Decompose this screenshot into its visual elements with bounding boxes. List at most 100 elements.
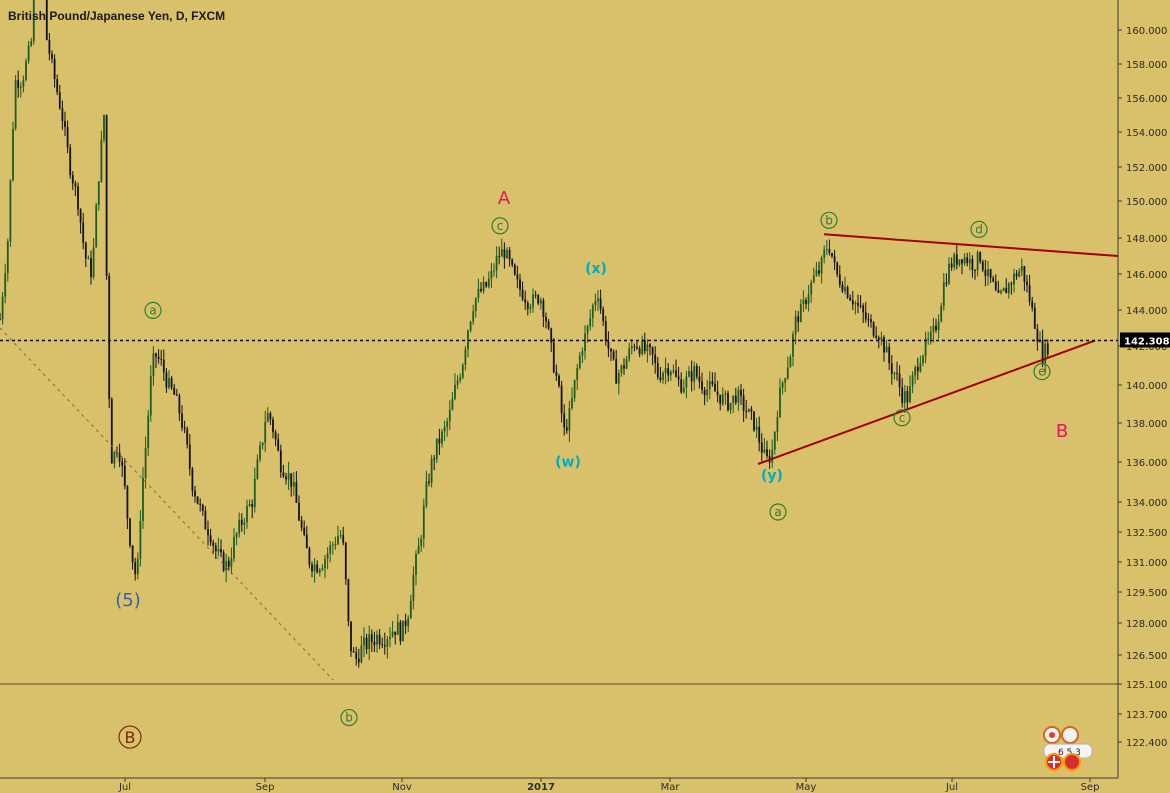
candle: [212, 539, 215, 555]
candle-body: [872, 322, 875, 336]
candle: [935, 318, 937, 333]
candle-body: [708, 381, 711, 390]
candle: [160, 349, 163, 366]
candle: [186, 426, 189, 449]
candle: [893, 371, 896, 380]
candle: [402, 620, 404, 642]
candle: [807, 284, 810, 312]
plot-area[interactable]: [0, 0, 1118, 778]
candle-body: [948, 263, 950, 284]
candle-body: [136, 558, 139, 575]
candle: [420, 534, 423, 553]
candle: [607, 331, 610, 358]
candle: [862, 303, 865, 324]
candle-body: [352, 651, 355, 653]
candle: [591, 303, 594, 328]
candle: [849, 294, 852, 301]
candle: [1031, 296, 1034, 312]
candle: [342, 526, 345, 546]
candle-body: [238, 519, 241, 534]
candle: [69, 143, 72, 179]
candle-body: [539, 300, 542, 304]
candle-body: [641, 340, 644, 355]
candle: [953, 252, 956, 271]
candle: [786, 356, 789, 381]
candle-body: [919, 363, 922, 372]
candle-body: [560, 385, 563, 414]
candle-body: [961, 259, 963, 264]
candle-body: [690, 371, 693, 382]
x-tick-label: Sep: [1081, 782, 1100, 793]
candle: [942, 272, 945, 311]
candle-body: [760, 442, 763, 453]
candle: [846, 285, 849, 300]
candle-body: [66, 126, 69, 148]
candle-body: [646, 344, 649, 352]
candle-body: [864, 312, 867, 320]
candle-body: [955, 254, 958, 265]
wave-label-d: d: [975, 222, 983, 236]
candle: [240, 513, 243, 532]
candle-body: [633, 346, 636, 348]
candle-body: [113, 452, 116, 464]
chart-title: British Pound/Japanese Yen, D, FXCM: [8, 9, 225, 23]
candle-body: [511, 259, 514, 265]
y-tick-label: 131.000: [1126, 558, 1167, 569]
candle: [841, 281, 844, 293]
candle: [636, 340, 638, 350]
candle: [503, 242, 506, 269]
last-price-label: 142.308: [1124, 336, 1170, 347]
candle-body: [443, 427, 446, 432]
candle-body: [994, 281, 997, 291]
candle-body: [880, 337, 883, 340]
candle-body: [334, 544, 337, 546]
candle: [961, 258, 963, 275]
candle: [121, 457, 124, 477]
candle-body: [945, 282, 948, 284]
candle-body: [415, 553, 417, 575]
candle: [584, 325, 586, 360]
candle: [300, 515, 303, 532]
candle-body: [155, 353, 157, 357]
indicator-badge[interactable]: 6 5 3: [1043, 726, 1093, 771]
candle: [373, 631, 376, 653]
candle: [131, 545, 134, 570]
candle-body: [776, 417, 779, 432]
candle: [456, 375, 459, 390]
candle: [407, 615, 410, 633]
candle: [220, 539, 222, 558]
candle-body: [654, 354, 657, 363]
wave-label-circle: [769, 503, 787, 521]
candle-body: [9, 180, 12, 242]
candle: [524, 290, 527, 310]
candle-body: [542, 300, 545, 317]
candle-body: [932, 325, 935, 332]
candle: [1015, 269, 1018, 280]
upper-triangle-line: [823, 233, 1119, 257]
candle-body: [121, 461, 124, 466]
candle-body: [968, 258, 971, 264]
candle: [633, 343, 636, 352]
candle-body: [643, 340, 646, 352]
candle-body: [64, 121, 66, 127]
candle: [394, 631, 397, 645]
x-tick-label: Jul: [945, 782, 958, 793]
candle-body: [456, 380, 459, 385]
candle: [207, 520, 209, 546]
candle-body: [4, 273, 7, 297]
candle: [272, 416, 274, 439]
candle-body: [526, 302, 529, 309]
candle-body: [84, 242, 87, 259]
candle-body: [620, 365, 623, 374]
candle-body: [1036, 328, 1039, 342]
candle-body: [204, 510, 207, 530]
candle-body: [597, 298, 599, 302]
candle: [994, 274, 997, 292]
candle: [425, 470, 428, 509]
candle-body: [963, 257, 966, 264]
candle: [386, 636, 389, 659]
y-tick-label: 136.000: [1126, 458, 1167, 469]
y-tick-label: 146.000: [1126, 270, 1167, 281]
candle-body: [472, 311, 475, 322]
